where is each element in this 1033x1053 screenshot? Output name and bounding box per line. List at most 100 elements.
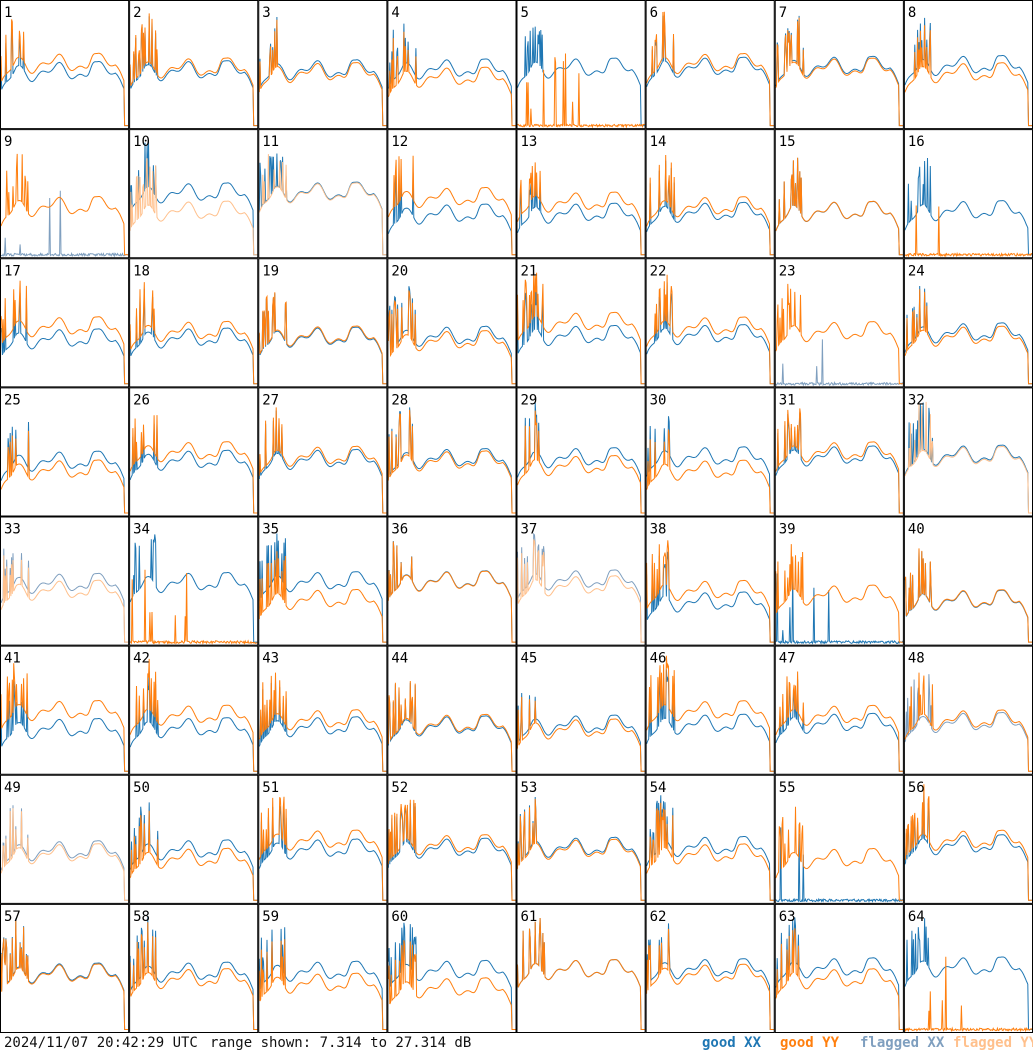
tile-frame: [0, 774, 130, 904]
tile-label: 36: [391, 522, 408, 538]
spectrum-line: [517, 173, 645, 256]
tile-label: 10: [133, 134, 150, 150]
spectrum-line: [258, 927, 387, 1030]
antenna-tile: 15: [774, 129, 904, 259]
tile-frame: [516, 774, 646, 904]
antenna-tile: 39: [774, 516, 904, 646]
tile-label: 31: [779, 392, 796, 408]
spectrum-line: [517, 917, 645, 1030]
tile-frame: [645, 645, 775, 775]
antenna-tile: 40: [903, 516, 1033, 646]
tile-label: 2: [133, 5, 141, 21]
tile-frame: [0, 387, 130, 517]
tile-label: 33: [4, 522, 21, 538]
tile-frame: [258, 516, 388, 646]
spectrum-line: [129, 915, 258, 1030]
spectrum-line: [646, 540, 774, 643]
legend-good-xx: good XX: [702, 1035, 762, 1051]
tile-frame: [645, 516, 775, 646]
tile-frame: [774, 258, 904, 388]
antenna-tile: 42: [129, 645, 259, 775]
antenna-tile: 5: [516, 0, 646, 130]
tile-frame: [129, 129, 259, 259]
antenna-tile: 56: [903, 774, 1033, 904]
tile-label: 61: [521, 909, 538, 925]
tile-label: 45: [521, 651, 538, 667]
tile-frame: [645, 387, 775, 517]
spectrum-line: [904, 289, 1032, 385]
spectrum-line: [775, 339, 904, 387]
spectrum-line: [258, 679, 387, 772]
spectrum-line: [129, 16, 258, 127]
spectrum-line: [0, 190, 129, 258]
tile-label: 48: [908, 651, 925, 667]
spectrum-line: [775, 806, 903, 901]
tile-frame: [129, 516, 259, 646]
tile-frame: [774, 516, 904, 646]
spectrum-line: [517, 532, 645, 643]
spectrum-line: [387, 799, 516, 901]
spectrum-line: [904, 548, 1032, 643]
spectrum-line: [129, 810, 258, 901]
tile-frame: [129, 0, 259, 130]
tile-frame: [774, 0, 904, 130]
antenna-tile: 23: [774, 258, 904, 388]
antenna-tile: 63: [774, 903, 904, 1033]
spectrum-line: [517, 26, 645, 127]
antenna-tile: 33: [0, 516, 130, 646]
antenna-tile: 36: [387, 516, 517, 646]
spectrum-line: [387, 541, 516, 643]
tile-frame: [774, 903, 904, 1033]
spectrum-line: [258, 293, 387, 385]
spectrum-line: [258, 153, 387, 256]
spectrum-line: [0, 153, 129, 256]
tile-label: 13: [521, 134, 538, 150]
spectrum-line: [775, 679, 903, 772]
spectrum-line: [0, 805, 129, 901]
spectrum-line: [517, 796, 645, 901]
spectrum-line: [129, 802, 258, 901]
tile-label: 7: [779, 5, 787, 21]
spectrum-line: [517, 53, 645, 129]
tile-label: 60: [391, 909, 408, 925]
antenna-tile: 64: [903, 903, 1033, 1033]
tile-frame: [258, 129, 388, 259]
tile-frame: [516, 516, 646, 646]
spectrum-line: [775, 671, 903, 772]
antenna-tile: 45: [516, 645, 646, 775]
tile-frame: [0, 903, 130, 1033]
spectrum-line: [387, 922, 516, 1030]
tile-label: 21: [521, 263, 538, 279]
antenna-tile: 3: [258, 0, 388, 130]
antenna-tile: 43: [258, 645, 388, 775]
spectrum-line: [387, 172, 516, 256]
spectrum-line: [904, 784, 1032, 901]
tile-label: 26: [133, 392, 150, 408]
tile-frame: [774, 774, 904, 904]
spectrum-line: [904, 788, 1032, 901]
antenna-tile: 16: [903, 129, 1033, 259]
spectrum-line: [517, 696, 645, 772]
spectrum-line: [258, 410, 387, 514]
spectrum-line: [387, 290, 516, 385]
tile-frame: [258, 774, 388, 904]
antenna-tile: 18: [129, 258, 259, 388]
tile-label: 24: [908, 263, 925, 279]
tile-label: 58: [133, 909, 150, 925]
spectrum-line: [517, 917, 645, 1030]
tile-frame: [774, 387, 904, 517]
spectrum-line: [258, 672, 387, 772]
tile-label: 15: [779, 134, 796, 150]
tile-label: 52: [391, 780, 408, 796]
tile-frame: [516, 0, 646, 130]
spectrum-line: [775, 544, 903, 643]
tile-label: 32: [908, 392, 925, 408]
spectrum-line: [129, 922, 258, 1030]
tile-frame: [774, 129, 904, 259]
spectrum-line: [258, 805, 387, 901]
antenna-tile: 22: [645, 258, 775, 388]
antenna-tile: 30: [645, 387, 775, 517]
antenna-tile: 60: [387, 903, 517, 1033]
antenna-tile: 7: [774, 0, 904, 130]
antenna-tile: 38: [645, 516, 775, 646]
